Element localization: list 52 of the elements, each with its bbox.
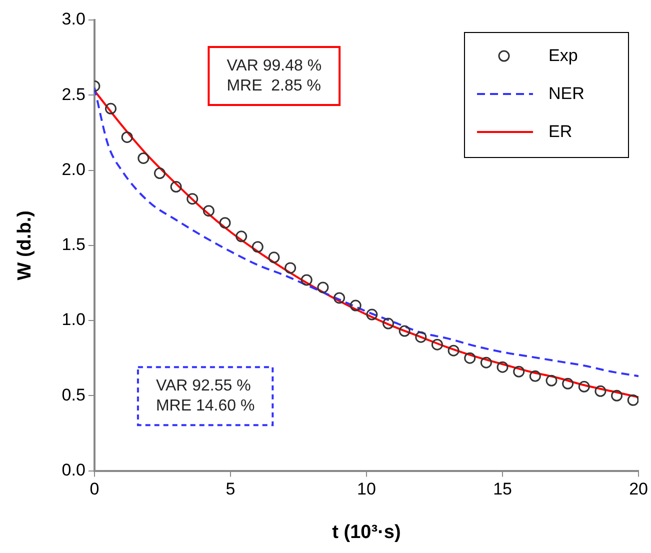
x-tick-label: 20 <box>629 480 648 499</box>
y-tick-label: 3.0 <box>62 10 86 29</box>
x-tick-label: 0 <box>90 480 100 499</box>
point <box>317 282 329 294</box>
point <box>496 361 508 373</box>
y-tick-label: 1.0 <box>62 310 86 330</box>
point <box>464 352 476 364</box>
x-tick-label: 5 <box>226 480 236 499</box>
legend-label: Exp <box>548 46 578 66</box>
point <box>186 193 198 205</box>
point <box>415 331 427 343</box>
point <box>578 380 590 392</box>
point <box>562 378 574 390</box>
legend-label: ER <box>548 122 572 142</box>
point <box>431 338 443 350</box>
y-axis-title: W (d.b.) <box>14 210 36 280</box>
point <box>268 252 280 264</box>
point <box>448 344 460 356</box>
point <box>334 292 346 304</box>
annotation: VAR 99.48 % MRE 2.85 % <box>226 57 322 94</box>
point <box>594 385 606 397</box>
y-tick-label: 2.5 <box>62 84 86 104</box>
point <box>366 308 378 320</box>
legend-label: NER <box>548 84 584 104</box>
point <box>398 325 410 337</box>
y-tick-label: 2.0 <box>62 160 86 179</box>
point <box>546 374 558 386</box>
point <box>513 366 525 378</box>
point <box>529 370 541 382</box>
y-tick-label: 1.5 <box>62 235 86 254</box>
point <box>252 241 264 253</box>
point <box>627 394 639 406</box>
x-tick-label: 10 <box>357 480 376 499</box>
point <box>350 300 362 312</box>
point <box>170 181 182 193</box>
y-tick-label: 0.5 <box>62 385 86 404</box>
point <box>284 262 296 274</box>
annotation: VAR 92.55 % MRE 14.60 % <box>156 378 255 415</box>
point <box>382 318 394 330</box>
point <box>138 152 150 164</box>
point <box>300 274 312 286</box>
point <box>105 102 117 114</box>
x-axis-title: t (10³·s) <box>332 522 401 543</box>
point <box>121 131 133 143</box>
point <box>611 390 623 402</box>
point <box>480 356 492 368</box>
x-tick-label: 15 <box>493 480 512 499</box>
point <box>236 230 248 242</box>
point <box>154 168 166 180</box>
y-tick-label: 0.0 <box>62 460 86 480</box>
point <box>219 217 231 229</box>
point <box>202 205 214 217</box>
